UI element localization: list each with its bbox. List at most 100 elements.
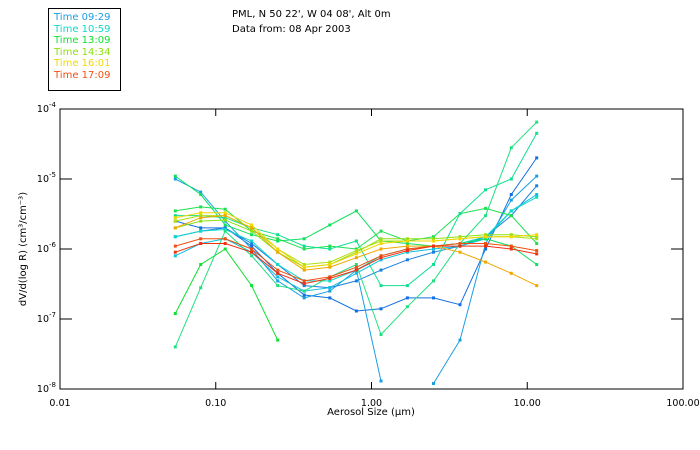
data-point: [432, 382, 435, 385]
data-point: [250, 284, 254, 288]
data-point: [276, 237, 280, 241]
data-point: [432, 296, 435, 300]
data-point: [379, 242, 383, 245]
data-point: [535, 233, 539, 237]
x-tick-label: 0.10: [205, 398, 226, 409]
data-point: [379, 268, 383, 272]
data-point: [302, 289, 306, 293]
data-point: [328, 247, 332, 251]
data-point: [173, 226, 177, 230]
data-point: [379, 256, 383, 260]
data-point: [405, 305, 409, 309]
data-point: [199, 193, 203, 196]
chart-subtitle: Data from: 08 Apr 2003: [232, 24, 351, 35]
legend-entry: Time 14:34: [54, 46, 111, 58]
data-point: [354, 209, 358, 213]
data-point: [535, 131, 539, 135]
data-point: [250, 229, 254, 233]
data-point: [458, 212, 462, 216]
data-point: [509, 198, 513, 202]
data-point: [173, 235, 177, 239]
series-16-01-a: [173, 211, 539, 269]
data-point: [173, 312, 177, 315]
data-point: [432, 239, 435, 243]
data-point: [223, 226, 227, 230]
data-point: [379, 379, 383, 383]
x-tick-label: 100.00: [666, 398, 699, 409]
data-point: [223, 228, 227, 231]
data-point: [173, 219, 177, 223]
data-point: [379, 229, 383, 233]
data-point: [302, 279, 306, 283]
data-point: [535, 195, 539, 199]
x-tick-label: 10.00: [514, 398, 541, 409]
data-point: [173, 244, 177, 248]
data-point: [223, 223, 227, 227]
data-point: [432, 247, 435, 251]
y-tick-label: 10-6: [37, 241, 57, 255]
data-point: [458, 235, 462, 239]
data-point: [405, 258, 409, 262]
data-point: [432, 235, 435, 239]
data-point: [354, 279, 358, 283]
data-point: [302, 296, 306, 300]
data-point: [509, 247, 513, 251]
data-point: [250, 233, 254, 237]
legend: Time 09:29 Time 10:59 Time 13:09 Time 14…: [48, 8, 121, 91]
y-tick-label: 10-8: [37, 381, 56, 395]
data-point: [509, 233, 513, 237]
data-point: [509, 214, 513, 218]
data-point: [276, 247, 280, 251]
legend-entry: Time 16:01: [54, 58, 111, 69]
data-point: [250, 226, 254, 230]
data-point: [173, 177, 177, 181]
data-point: [509, 271, 513, 275]
data-point: [484, 242, 488, 245]
data-point: [535, 263, 539, 266]
data-point: [223, 214, 227, 218]
data-point: [405, 247, 409, 251]
data-point: [379, 258, 383, 262]
data-point: [276, 338, 280, 342]
data-point: [173, 254, 177, 258]
data-point: [199, 214, 203, 218]
data-point: [276, 284, 280, 288]
data-point: [302, 237, 306, 241]
data-point: [379, 247, 383, 251]
data-point: [458, 244, 462, 248]
data-point: [458, 338, 462, 342]
data-point: [484, 247, 488, 251]
data-point: [223, 242, 227, 245]
chart-title-block: PML, N 50 22', W 04 08', Alt 0m Data fro…: [232, 7, 391, 37]
data-point: [250, 250, 254, 254]
data-point: [328, 265, 332, 269]
data-point: [250, 223, 254, 227]
data-point: [509, 244, 513, 248]
data-point: [484, 237, 488, 241]
data-point: [354, 252, 358, 256]
data-point: [535, 174, 539, 178]
data-point: [458, 250, 462, 254]
data-point: [405, 244, 409, 248]
series-layer: [173, 120, 539, 385]
data-point: [405, 284, 409, 288]
data-point: [354, 309, 358, 313]
data-point: [173, 209, 177, 213]
data-point: [379, 307, 383, 311]
data-point: [458, 242, 462, 245]
data-point: [250, 244, 254, 248]
data-point: [199, 211, 203, 215]
series-13-09-b: [173, 247, 280, 342]
data-point: [535, 156, 539, 160]
data-point: [484, 233, 488, 237]
legend-entry: Time 10:59: [54, 23, 111, 35]
data-point: [535, 184, 539, 188]
data-point: [484, 188, 488, 192]
data-point: [223, 211, 227, 215]
data-point: [276, 263, 280, 266]
data-point: [354, 271, 358, 275]
plot-frame: [59, 108, 684, 390]
data-point: [223, 247, 227, 251]
data-point: [302, 284, 306, 288]
